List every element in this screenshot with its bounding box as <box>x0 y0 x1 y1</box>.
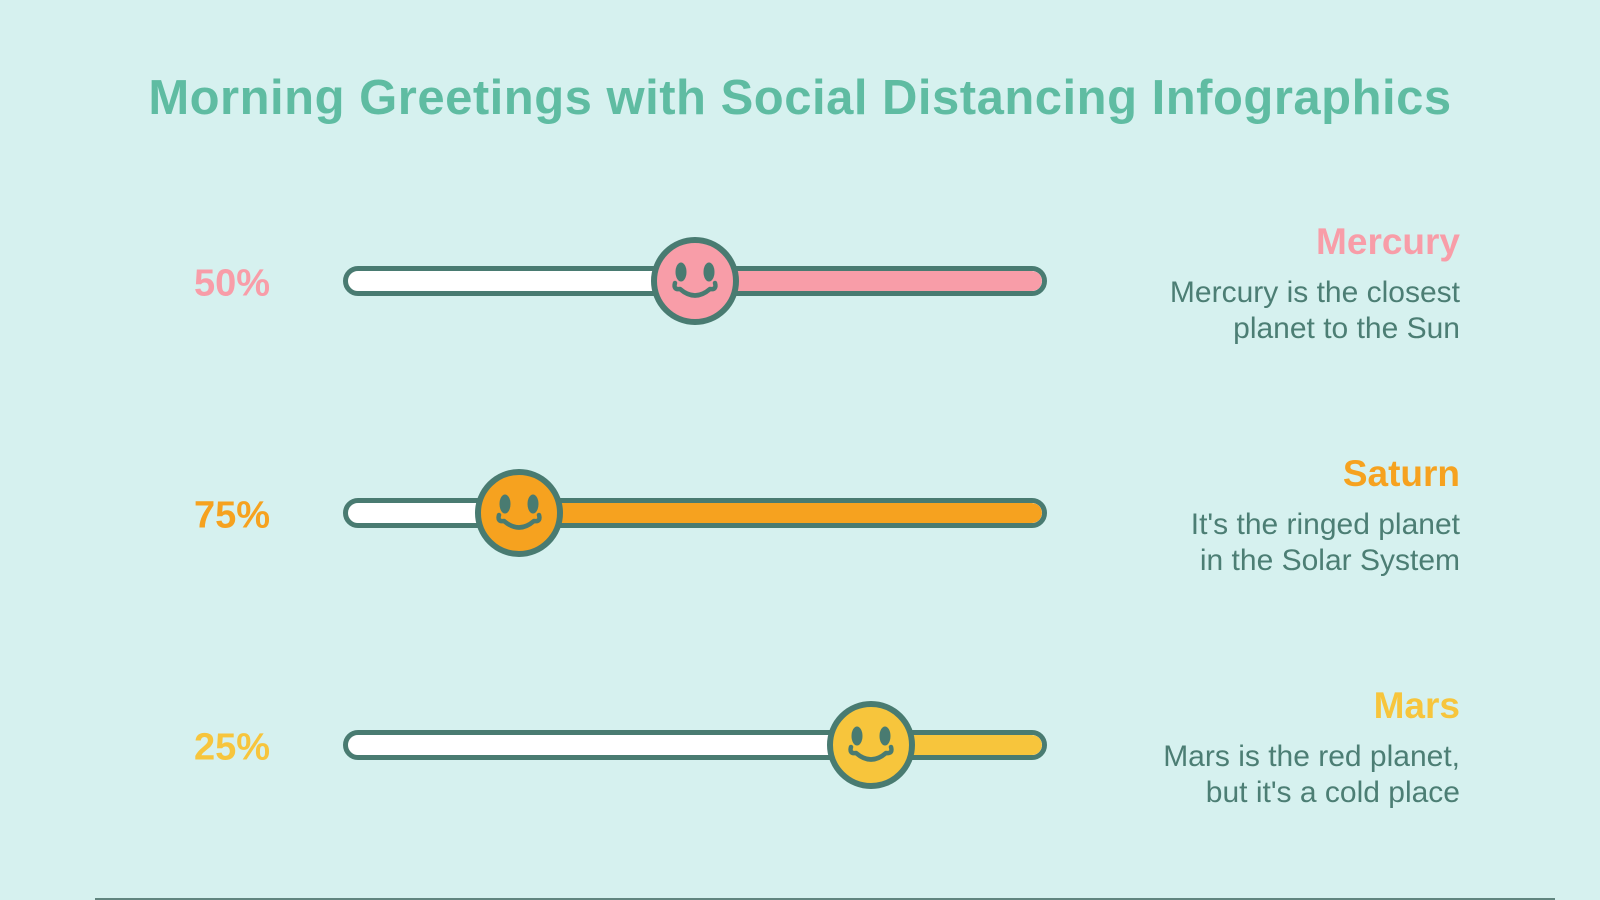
smiley-face-icon <box>496 494 542 530</box>
description-line: Mercury is the closest <box>1169 276 1460 309</box>
slider-row-mars: 25% Mars Mars is the red planet, but it'… <box>0 630 1600 860</box>
smiley-face-icon <box>672 262 718 298</box>
description-line: It's the ringed planet <box>1190 508 1460 541</box>
info-block-mercury: Mercury Mercury is the closest planet to… <box>940 221 1460 347</box>
planet-heading-mercury: Mercury <box>1316 221 1460 262</box>
percent-label-mars: 25% <box>193 726 270 769</box>
description-line: planet to the Sun <box>1233 312 1460 345</box>
planet-heading-saturn: Saturn <box>1342 453 1460 494</box>
percent-label-saturn: 75% <box>193 494 270 537</box>
slider-track-saturn[interactable] <box>343 498 1047 528</box>
planet-description-mars: Mars is the red planet, but it's a cold … <box>940 739 1460 811</box>
info-block-mars: Mars Mars is the red planet, but it's a … <box>940 685 1460 811</box>
percent-label-mercury: 50% <box>193 262 270 305</box>
slider-knob-mercury[interactable] <box>651 237 739 325</box>
description-line: in the Solar System <box>1199 544 1460 577</box>
slider-row-mercury: 50% Mercury Mercury is the closest plane… <box>0 166 1600 396</box>
slider-row-saturn: 75% Saturn It's the ringed planet in the… <box>0 398 1600 628</box>
description-line: but it's a cold place <box>1205 776 1460 809</box>
slider-fill-mercury <box>695 271 1042 291</box>
bottom-edge-line <box>95 898 1555 900</box>
slider-fill-saturn <box>521 503 1042 523</box>
planet-heading-mars: Mars <box>1373 685 1460 726</box>
smiley-face-icon <box>848 726 894 762</box>
slider-knob-saturn[interactable] <box>475 469 563 557</box>
slider-saturn[interactable] <box>343 469 1047 557</box>
planet-description-mercury: Mercury is the closest planet to the Sun <box>940 275 1460 347</box>
slider-track-mars[interactable] <box>343 730 1047 760</box>
slider-mercury[interactable] <box>343 237 1047 325</box>
description-line: Mars is the red planet, <box>1163 740 1460 773</box>
planet-description-saturn: It's the ringed planet in the Solar Syst… <box>940 507 1460 579</box>
page-title: Morning Greetings with Social Distancing… <box>148 71 1452 125</box>
info-block-saturn: Saturn It's the ringed planet in the Sol… <box>940 453 1460 579</box>
slider-knob-mars[interactable] <box>827 701 915 789</box>
slider-mars[interactable] <box>343 701 1047 789</box>
